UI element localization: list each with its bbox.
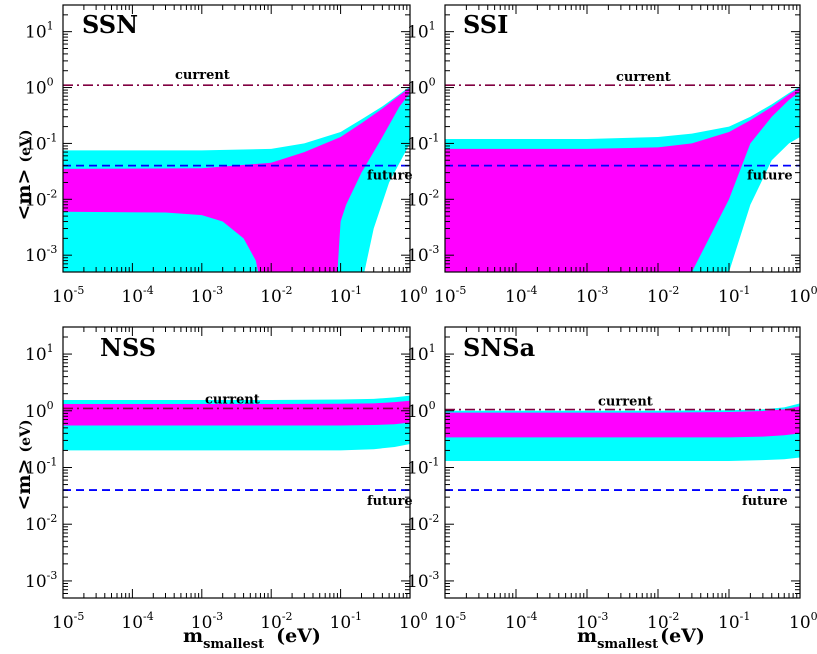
y-tick-label: 10-1 (407, 131, 439, 154)
x-tick-label: 10-2 (260, 284, 292, 307)
x-tick-label: 10-2 (647, 610, 679, 633)
x-tick-label: 10-2 (260, 610, 292, 633)
ylabel-top: <m>(eV) (13, 130, 35, 221)
future-label: future (367, 169, 413, 184)
panel-title: SNSa (463, 333, 535, 362)
y-tick-label: 100 (407, 76, 436, 99)
inner-band (445, 406, 800, 438)
y-tick-label: 10-2 (407, 187, 439, 210)
y-tick-label: 101 (25, 342, 54, 365)
x-tick-label: 10-5 (52, 284, 84, 307)
plot-area (445, 403, 800, 491)
x-tick-label: 100 (399, 284, 428, 307)
x-tick-label: 100 (789, 284, 817, 307)
x-tick-label: 10-4 (505, 610, 537, 633)
panel-title: SSN (82, 10, 138, 39)
current-label: current (598, 395, 653, 410)
y-tick-label: 101 (407, 20, 436, 43)
xlabel-left: msmallest (eV) (183, 625, 321, 652)
plot-area (445, 84, 800, 272)
x-tick-label: 100 (789, 610, 817, 633)
y-tick-label: 10-1 (407, 455, 439, 478)
chart-panel-ssn: current future 10-5 10-4 10-3 10-2 10-1 100 10-3… (25, 4, 428, 307)
y-tick-label: 10-1 (25, 455, 57, 478)
future-label: future (747, 169, 793, 184)
chart-panel-ssi: current future 10-5 10-4 10-3 10-2 10-1 100 10-3… (407, 4, 817, 307)
x-tick-label: 10-3 (191, 284, 223, 307)
x-tick-label: 10-2 (647, 284, 679, 307)
ylabel-bottom: <m>(eV) (13, 420, 35, 511)
y-tick-label: 10-3 (407, 243, 439, 266)
plot-frame (444, 4, 801, 273)
y-tick-label: 10-2 (25, 512, 57, 535)
x-tick-label: 10-3 (191, 610, 223, 633)
x-tick-label: 10-1 (330, 284, 362, 307)
inner-band (445, 87, 800, 272)
x-tick-label: 10-1 (330, 610, 362, 633)
panel-title: NSS (100, 333, 156, 362)
plot-area (63, 84, 410, 272)
x-tick-label: 100 (399, 610, 428, 633)
y-tick-label: 100 (25, 76, 54, 99)
x-tick-label: 10-5 (434, 284, 466, 307)
x-tick-label: 10-3 (576, 610, 608, 633)
y-tick-label: 10-3 (25, 243, 57, 266)
plot-frame (444, 326, 801, 599)
y-tick-label: 10-2 (407, 512, 439, 535)
future-label: future (742, 494, 788, 509)
plot-frame (62, 326, 411, 599)
current-label: current (175, 68, 230, 83)
chart-panel-snsa: current future 10-5 10-4 10-3 10-2 10-1 100 10-3… (407, 326, 817, 633)
future-label: future (367, 494, 413, 509)
y-tick-label: 100 (25, 399, 54, 422)
y-tick-label: 10-2 (25, 187, 57, 210)
x-tick-label: 10-4 (505, 284, 537, 307)
xlabel-right: msmallest (eV) (577, 625, 705, 652)
ticks (444, 4, 801, 273)
current-label: current (205, 392, 260, 407)
chart-panel-nss: current future 10-5 10-4 10-3 10-2 10-1 100 10-3… (25, 326, 428, 633)
panel-title: SSI (463, 10, 508, 39)
y-tick-label: 100 (407, 399, 436, 422)
ticks (444, 326, 801, 599)
y-tick-label: 10-3 (25, 569, 57, 592)
inner-band (63, 400, 410, 426)
x-tick-label: 10-3 (576, 284, 608, 307)
x-tick-label: 10-5 (52, 610, 84, 633)
x-tick-label: 10-1 (718, 610, 750, 633)
x-tick-label: 10-5 (434, 610, 466, 633)
y-tick-label: 10-1 (25, 131, 57, 154)
current-label: current (616, 70, 671, 85)
plot-frame (62, 4, 411, 273)
inner-band (63, 87, 410, 272)
ticks (62, 4, 411, 273)
x-tick-label: 10-1 (718, 284, 750, 307)
y-tick-label: 101 (407, 342, 436, 365)
plot-area (63, 395, 410, 491)
ticks (62, 326, 411, 599)
x-tick-label: 10-4 (121, 610, 153, 633)
y-tick-label: 10-3 (407, 569, 439, 592)
x-tick-label: 10-4 (121, 284, 153, 307)
y-tick-label: 101 (25, 20, 54, 43)
